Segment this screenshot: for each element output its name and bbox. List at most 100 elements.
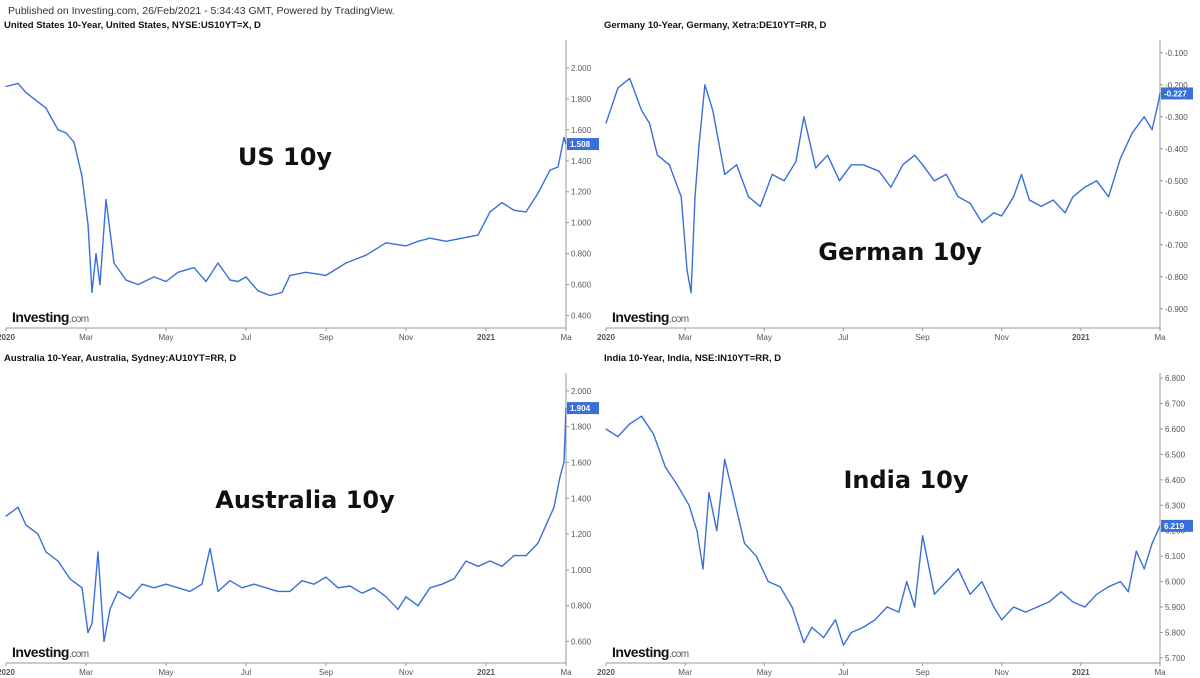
- data-point: [803, 116, 805, 118]
- data-point: [25, 92, 27, 94]
- data-point: [563, 461, 565, 464]
- logo-wordmark: Investing.com: [12, 309, 89, 325]
- y-tick-label: 1.200: [571, 188, 592, 197]
- x-tick-label: May: [757, 333, 772, 342]
- data-point: [189, 590, 191, 592]
- logo-suffix: .com: [69, 314, 89, 325]
- data-point: [993, 212, 995, 214]
- data-point: [229, 580, 231, 582]
- data-point: [743, 542, 746, 545]
- data-point: [525, 211, 527, 213]
- x-tick-label: 2021: [1072, 668, 1090, 677]
- data-point: [5, 85, 7, 88]
- data-point: [125, 279, 127, 281]
- last-value-label: 1.508: [570, 140, 591, 149]
- data-point: [993, 606, 995, 608]
- last-value-badge: [567, 138, 599, 151]
- y-tick-label: 0.800: [571, 250, 592, 259]
- data-point: [811, 626, 813, 628]
- data-point: [153, 276, 155, 278]
- data-point: [313, 583, 315, 585]
- data-point: [281, 291, 283, 293]
- data-point: [241, 587, 243, 589]
- data-point: [1084, 186, 1086, 188]
- data-point: [65, 132, 67, 134]
- x-tick-label: Sep: [319, 668, 334, 677]
- data-point: [45, 551, 47, 553]
- data-point: [827, 154, 829, 156]
- data-point: [69, 578, 71, 580]
- data-point: [803, 642, 805, 644]
- data-point: [81, 587, 83, 589]
- data-point: [945, 173, 947, 175]
- data-point: [1072, 196, 1074, 198]
- chart-title: Australia 10-Year, Australia, Sydney:AU1…: [4, 353, 237, 364]
- data-point: [501, 201, 503, 204]
- data-point: [37, 533, 39, 535]
- x-tick-label: Mar: [678, 668, 692, 677]
- x-tick-label: Jul: [241, 333, 251, 342]
- logo-suffix: .com: [69, 649, 89, 660]
- y-tick-label: 0.600: [571, 281, 592, 290]
- data-point: [113, 262, 115, 264]
- data-point: [559, 476, 561, 478]
- data-point: [890, 186, 892, 188]
- data-point: [878, 170, 880, 172]
- investing-logo: Investing.com: [612, 309, 689, 325]
- data-point: [513, 209, 515, 211]
- data-point: [109, 608, 111, 610]
- data-point: [957, 568, 959, 570]
- data-point: [1028, 199, 1031, 201]
- data-point: [1096, 593, 1098, 595]
- data-point: [1159, 92, 1161, 95]
- data-point: [253, 583, 255, 585]
- data-point: [1151, 542, 1153, 545]
- data-point: [1127, 591, 1129, 593]
- data-point: [277, 590, 279, 592]
- data-point: [1024, 611, 1027, 613]
- data-point: [981, 580, 983, 583]
- y-tick-label: 1.600: [571, 126, 592, 135]
- data-point: [97, 551, 99, 553]
- y-tick-label: -0.400: [1165, 145, 1188, 154]
- data-point: [545, 524, 547, 526]
- x-tick-label: Ma: [1154, 668, 1166, 677]
- data-point: [453, 578, 455, 580]
- data-point: [365, 254, 367, 256]
- data-point: [712, 109, 714, 111]
- data-point: [648, 122, 651, 124]
- data-point: [1143, 568, 1145, 570]
- data-point: [361, 592, 363, 594]
- data-point: [680, 196, 682, 198]
- data-point: [91, 623, 93, 625]
- data-point: [791, 606, 793, 608]
- data-point: [783, 180, 785, 182]
- x-tick-label: Nov: [995, 668, 1009, 677]
- data-point: [617, 87, 619, 89]
- data-point: [405, 596, 407, 598]
- chart-panel-us: United States 10-Year, United States, NY…: [0, 20, 600, 342]
- data-point: [289, 274, 291, 276]
- y-tick-label: -0.900: [1165, 305, 1188, 314]
- investing-logo: Investing.com: [12, 644, 89, 660]
- data-point: [245, 276, 247, 278]
- data-point: [25, 524, 27, 526]
- data-point: [1135, 550, 1137, 552]
- data-point: [5, 515, 7, 517]
- data-point: [779, 586, 781, 588]
- data-point: [73, 141, 75, 143]
- data-point: [193, 267, 195, 269]
- data-point: [886, 606, 888, 608]
- y-tick-label: 0.800: [571, 602, 592, 611]
- x-tick-label: Nov: [399, 333, 413, 342]
- x-tick-label: Sep: [915, 668, 930, 677]
- data-point: [99, 284, 101, 286]
- data-point: [177, 587, 179, 589]
- data-point: [325, 274, 327, 276]
- data-point: [165, 583, 167, 585]
- data-point: [209, 547, 211, 550]
- data-point: [652, 433, 655, 435]
- last-value-label: 6.219: [1164, 522, 1185, 531]
- data-point: [1052, 199, 1054, 201]
- data-point: [557, 166, 559, 168]
